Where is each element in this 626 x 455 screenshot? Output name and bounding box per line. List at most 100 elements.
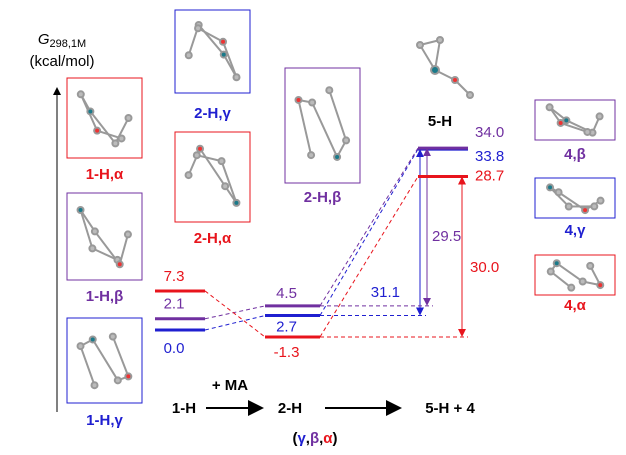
atom bbox=[117, 134, 126, 143]
atom bbox=[586, 261, 595, 270]
bond bbox=[549, 186, 570, 208]
molecule-label: 1-H,α bbox=[86, 166, 124, 183]
molecule-structure bbox=[184, 20, 241, 82]
atom bbox=[76, 206, 85, 215]
note-part: α bbox=[323, 430, 333, 447]
molecule-label: 4,α bbox=[564, 297, 587, 314]
molecule-structure bbox=[76, 206, 132, 269]
energy-label: 28.7 bbox=[475, 167, 504, 184]
bond bbox=[114, 117, 130, 144]
bond bbox=[556, 262, 584, 283]
atom bbox=[113, 376, 122, 385]
note-part: ( bbox=[292, 430, 297, 447]
molecule-label: 2-H,β bbox=[304, 189, 342, 206]
molecule-label: 1-H,β bbox=[86, 288, 124, 305]
connector bbox=[204, 290, 266, 338]
bond bbox=[297, 99, 313, 156]
molecule-label: 4,γ bbox=[565, 222, 587, 239]
atom bbox=[294, 95, 303, 104]
atom bbox=[219, 37, 228, 46]
atom bbox=[108, 332, 117, 341]
note-part: β bbox=[310, 430, 319, 447]
bond bbox=[79, 345, 96, 386]
molecule-box bbox=[534, 254, 616, 296]
atom bbox=[88, 335, 97, 344]
note-part: γ bbox=[297, 430, 306, 447]
molecule-box bbox=[534, 177, 616, 219]
atom bbox=[232, 198, 241, 207]
energy-label: 0.0 bbox=[164, 340, 185, 357]
axis-symbol: G bbox=[38, 31, 50, 48]
bond bbox=[197, 27, 224, 43]
axis-label: G298,1M bbox=[38, 31, 86, 50]
molecule-box bbox=[66, 192, 143, 281]
connector bbox=[319, 147, 419, 307]
bond bbox=[550, 270, 572, 289]
atom bbox=[342, 136, 351, 145]
step-label: 2-H bbox=[278, 400, 302, 417]
molecule-structure bbox=[546, 259, 605, 292]
atom bbox=[564, 202, 573, 211]
bond bbox=[222, 41, 238, 78]
energy-label: 2.7 bbox=[276, 319, 297, 336]
atom bbox=[546, 183, 555, 192]
note-part: ) bbox=[333, 430, 338, 447]
bond bbox=[89, 110, 117, 145]
molecule-label: 1-H,γ bbox=[86, 412, 123, 429]
barrier-label: 30.0 bbox=[470, 259, 499, 276]
atom bbox=[93, 126, 102, 135]
energy-label: 2.1 bbox=[164, 296, 185, 313]
molecule-structure bbox=[294, 86, 351, 161]
bond bbox=[311, 102, 339, 158]
barrier-label: 29.5 bbox=[432, 228, 461, 245]
axis-subscript: 298,1M bbox=[49, 38, 86, 50]
molecule-label: 4,β bbox=[564, 146, 586, 163]
atom bbox=[578, 277, 587, 286]
energy-label: 34.0 bbox=[475, 124, 504, 141]
atom bbox=[325, 86, 334, 95]
bond bbox=[91, 338, 119, 381]
ts-label: 5-H bbox=[428, 113, 452, 130]
bond bbox=[199, 148, 226, 187]
atom bbox=[581, 206, 590, 215]
atom bbox=[86, 107, 95, 116]
atom bbox=[596, 281, 605, 290]
axis-unit: (kcal/mol) bbox=[29, 53, 94, 70]
bond bbox=[79, 209, 96, 232]
note-part: , bbox=[306, 430, 310, 447]
step-label: 1-H bbox=[172, 400, 196, 417]
atom bbox=[567, 283, 576, 292]
bond bbox=[220, 160, 238, 204]
atom bbox=[552, 259, 561, 268]
atom bbox=[76, 342, 85, 351]
bond bbox=[96, 129, 122, 140]
connector bbox=[204, 315, 266, 331]
bond bbox=[196, 154, 222, 163]
molecule-structure bbox=[184, 144, 241, 207]
atom bbox=[184, 171, 193, 180]
step-label: 5-H + 4 bbox=[425, 400, 475, 417]
connector bbox=[319, 148, 419, 316]
atom bbox=[221, 182, 230, 191]
bond bbox=[560, 122, 588, 133]
molecule-structure bbox=[76, 90, 133, 148]
molecule-box bbox=[534, 99, 616, 141]
atom bbox=[184, 51, 193, 60]
molecule-structure bbox=[76, 332, 133, 390]
molecule-structure bbox=[545, 103, 604, 137]
molecule-box bbox=[66, 77, 143, 159]
atom bbox=[217, 157, 226, 166]
molecule-box bbox=[174, 9, 251, 94]
atom bbox=[194, 24, 203, 33]
energy-label: -1.3 bbox=[274, 344, 300, 361]
energy-label: 33.8 bbox=[475, 148, 504, 165]
molecule-label: 2-H,γ bbox=[194, 105, 231, 122]
bond bbox=[558, 191, 586, 211]
atom bbox=[88, 244, 97, 253]
connector bbox=[204, 305, 266, 320]
atom bbox=[124, 114, 133, 122]
molecule-box bbox=[174, 131, 251, 223]
molecule-label: 2-H,α bbox=[194, 230, 232, 247]
bond bbox=[79, 209, 94, 249]
